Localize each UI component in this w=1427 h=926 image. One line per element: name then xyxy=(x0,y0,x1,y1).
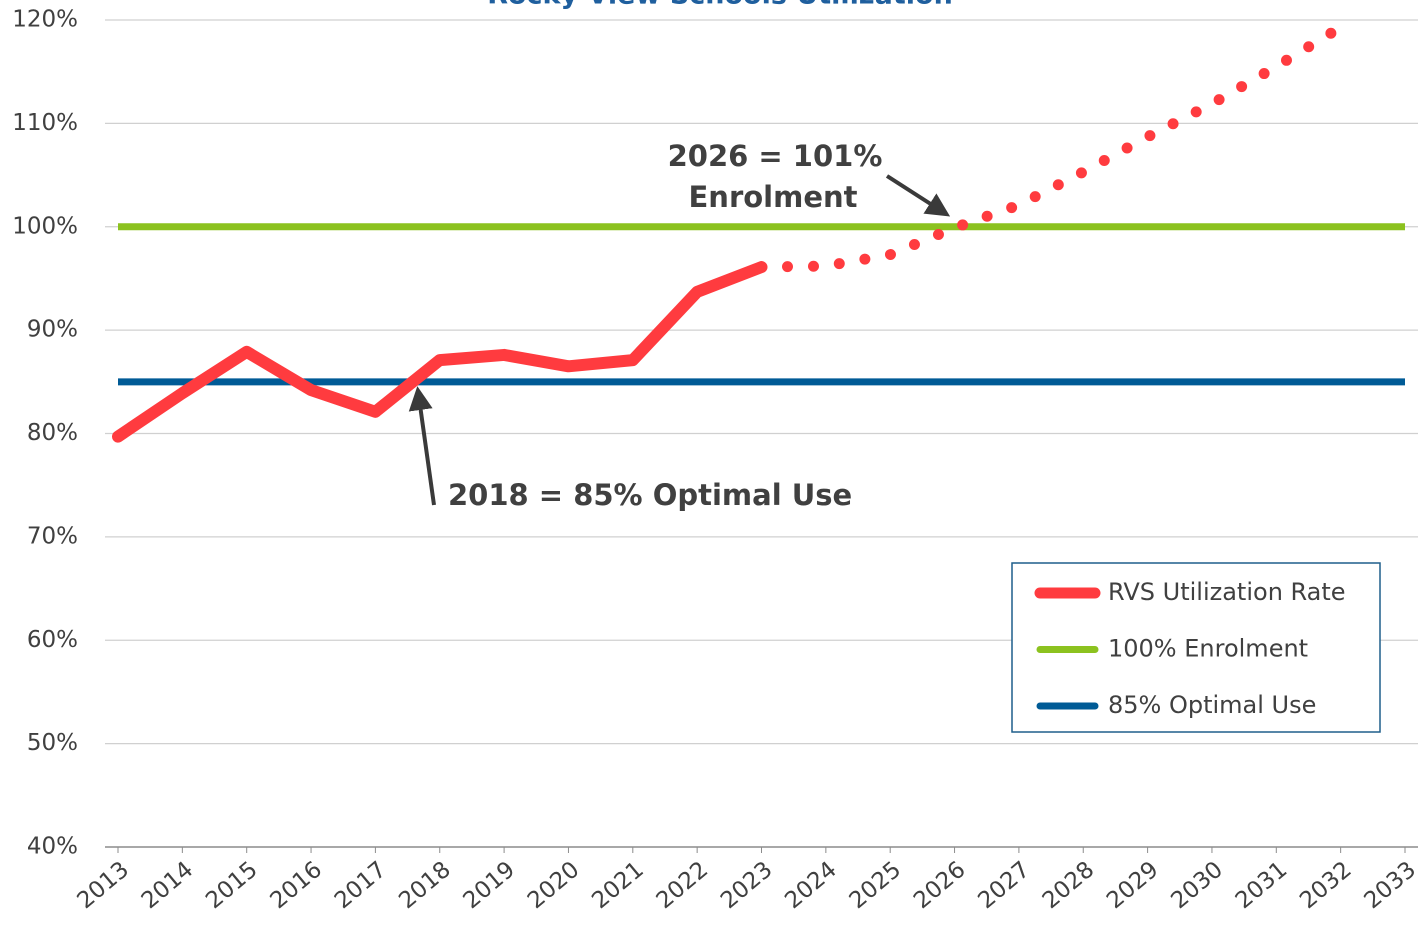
legend-label: RVS Utilization Rate xyxy=(1108,578,1346,606)
x-tick-label: 2024 xyxy=(780,857,842,915)
legend-label: 100% Enrolment xyxy=(1108,635,1308,663)
x-tick-label: 2018 xyxy=(394,857,456,915)
x-tick-label: 2020 xyxy=(523,857,585,915)
x-tick-label: 2015 xyxy=(201,857,263,915)
x-tick-label: 2014 xyxy=(137,857,199,915)
x-tick-label: 2031 xyxy=(1231,857,1293,915)
y-tick-label: 100% xyxy=(12,213,78,239)
x-tick-label: 2013 xyxy=(72,857,134,915)
x-tick-label: 2026 xyxy=(909,857,971,915)
annotation: 2026 = 101% xyxy=(668,139,883,173)
x-tick-label: 2017 xyxy=(330,857,392,915)
x-tick-label: 2023 xyxy=(716,857,778,915)
x-tick-label: 2030 xyxy=(1166,857,1228,915)
x-tick-label: 2025 xyxy=(845,857,907,915)
x-tick-label: 2033 xyxy=(1359,857,1421,915)
x-tick-label: 2028 xyxy=(1038,857,1100,915)
y-tick-label: 50% xyxy=(27,730,78,756)
x-tick-label: 2022 xyxy=(652,857,714,915)
x-tick-label: 2016 xyxy=(266,857,328,915)
x-tick-label: 2029 xyxy=(1102,857,1164,915)
x-tick-label: 2021 xyxy=(587,857,649,915)
legend-items: RVS Utilization Rate 100% Enrolment 85% Op… xyxy=(1034,578,1346,719)
annotation: Enrolment xyxy=(688,180,857,214)
y-tick-label: 110% xyxy=(12,110,78,136)
chart-title: Rocky View Schools Utilization xyxy=(487,0,953,11)
y-tick-label: 40% xyxy=(27,834,78,860)
data-line xyxy=(112,261,768,443)
x-tick-label: 2019 xyxy=(459,857,521,915)
y-tick-label: 90% xyxy=(27,317,78,343)
x-tick-label: 2027 xyxy=(973,857,1035,915)
plot-area xyxy=(112,21,1405,443)
y-tick-label: 60% xyxy=(27,627,78,653)
y-tick-label: 70% xyxy=(27,523,78,549)
annotation-arrow xyxy=(885,174,951,217)
projection-line xyxy=(756,21,1347,273)
y-tick-label: 120% xyxy=(12,7,78,33)
legend-label: 85% Optimal Use xyxy=(1108,691,1316,719)
annotation: 2018 = 85% Optimal Use xyxy=(448,478,852,512)
x-tick-label: 2032 xyxy=(1295,857,1357,915)
y-tick-label: 80% xyxy=(27,420,78,446)
annotation-arrow xyxy=(408,386,436,506)
